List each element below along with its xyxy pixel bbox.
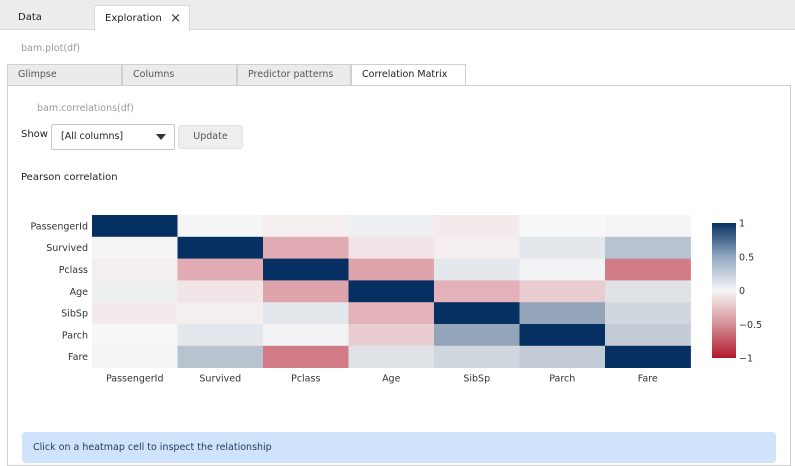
heatmap-cell-parch-survived[interactable] <box>177 324 264 347</box>
y-tick-label: Pclass <box>59 265 88 276</box>
heatmap-cell-survived-fare[interactable] <box>605 236 691 259</box>
top-tab-bar: Data Exploration × <box>0 0 795 31</box>
column-select[interactable]: [All columns] <box>51 124 175 150</box>
tab-exploration[interactable]: Exploration × <box>94 5 190 31</box>
heatmap-cell-sibsp-parch[interactable] <box>519 302 606 325</box>
tab-data-label: Data <box>18 12 42 23</box>
heatmap-cell-pclass-survived[interactable] <box>177 258 264 281</box>
heatmap-cell-pclass-pclass[interactable] <box>263 258 349 281</box>
tab-data[interactable]: Data <box>0 5 94 30</box>
heatmap-cell-parch-parch[interactable] <box>519 324 606 347</box>
plot-call-label: bam.plot(df) <box>21 43 81 54</box>
heatmap-cell-survived-age[interactable] <box>348 236 435 259</box>
heatmap-cell-pclass-parch[interactable] <box>519 258 606 281</box>
heatmap-cell-sibsp-fare[interactable] <box>605 302 691 325</box>
show-label: Show <box>21 129 48 140</box>
info-banner: Click on a heatmap cell to inspect the r… <box>22 432 776 463</box>
heatmap-cell-passengerid-passengerid[interactable] <box>92 215 178 238</box>
heatmap-cell-pclass-passengerid[interactable] <box>92 258 178 281</box>
tab-correlation-matrix[interactable]: Correlation Matrix <box>351 64 466 86</box>
correlations-call-label: bam.correlations(df) <box>37 103 134 114</box>
heatmap-cell-passengerid-parch[interactable] <box>519 215 606 238</box>
heatmap-cell-fare-age[interactable] <box>348 345 435 368</box>
y-tick-label: Fare <box>68 352 88 363</box>
heatmap-cell-survived-passengerid[interactable] <box>92 236 178 259</box>
colorbar-tick-label: 0.5 <box>739 252 754 263</box>
heatmap-cell-age-parch[interactable] <box>519 280 606 303</box>
x-tick-label: Parch <box>549 374 575 385</box>
heatmap-cell-sibsp-survived[interactable] <box>177 302 264 325</box>
heatmap-cell-age-pclass[interactable] <box>263 280 349 303</box>
heatmap-cell-fare-parch[interactable] <box>519 345 606 368</box>
y-tick-label: Survived <box>46 243 88 254</box>
x-tick-label: Survived <box>199 374 241 385</box>
x-tick-label: SibSp <box>463 374 490 385</box>
heatmap-cell-sibsp-sibsp[interactable] <box>434 302 520 325</box>
heatmap-cell-pclass-fare[interactable] <box>605 258 691 281</box>
colorbar <box>712 223 736 358</box>
heatmap-cell-survived-sibsp[interactable] <box>434 236 520 259</box>
heatmap-cell-parch-passengerid[interactable] <box>92 324 178 347</box>
heatmap-cell-survived-parch[interactable] <box>519 236 606 259</box>
heatmap-cell-parch-fare[interactable] <box>605 324 691 347</box>
heatmap-cell-fare-passengerid[interactable] <box>92 345 178 368</box>
y-tick-label: Parch <box>62 330 88 341</box>
heatmap-cell-age-sibsp[interactable] <box>434 280 520 303</box>
heatmap-cell-fare-sibsp[interactable] <box>434 345 520 368</box>
heatmap-title: Pearson correlation <box>21 172 118 183</box>
heatmap-cell-passengerid-fare[interactable] <box>605 215 691 238</box>
heatmap-cell-parch-sibsp[interactable] <box>434 324 520 347</box>
x-tick-label: Fare <box>638 374 658 385</box>
y-tick-label: PassengerId <box>30 221 88 232</box>
x-tick-label: Age <box>382 374 401 385</box>
heatmap-cell-parch-pclass[interactable] <box>263 324 349 347</box>
x-tick-label: PassengerId <box>106 374 164 385</box>
close-icon[interactable]: × <box>170 11 181 26</box>
heatmap-cell-age-fare[interactable] <box>605 280 691 303</box>
update-button[interactable]: Update <box>178 125 243 149</box>
tab-glimpse[interactable]: Glimpse <box>7 64 122 85</box>
x-tick-label: Pclass <box>291 374 320 385</box>
heatmap-cell-fare-pclass[interactable] <box>263 345 349 368</box>
heatmap-cell-passengerid-survived[interactable] <box>177 215 264 238</box>
colorbar-tick-label: 1 <box>739 219 745 230</box>
heatmap-cell-sibsp-age[interactable] <box>348 302 435 325</box>
heatmap-cell-age-age[interactable] <box>348 280 435 303</box>
colorbar-tick-label: 0 <box>739 286 745 297</box>
heatmap-cell-passengerid-age[interactable] <box>348 215 435 238</box>
heatmap-cell-survived-pclass[interactable] <box>263 236 349 259</box>
correlation-heatmap: PassengerId Survived Pclass Age SibSp Parch Fa… <box>30 215 762 385</box>
chevron-down-icon <box>156 134 166 140</box>
column-select-value: [All columns] <box>61 131 124 142</box>
heatmap-cell-fare-survived[interactable] <box>177 345 264 368</box>
tab-columns[interactable]: Columns <box>122 64 237 85</box>
heatmap-cell-sibsp-pclass[interactable] <box>263 302 349 325</box>
y-tick-label: SibSp <box>61 309 88 320</box>
tab-exploration-label: Exploration <box>105 13 162 24</box>
heatmap-cell-age-passengerid[interactable] <box>92 280 178 303</box>
heatmap-cell-age-survived[interactable] <box>177 280 264 303</box>
heatmap-cell-parch-age[interactable] <box>348 324 435 347</box>
tab-predictor-patterns[interactable]: Predictor patterns <box>237 64 351 85</box>
heatmap-cell-sibsp-passengerid[interactable] <box>92 302 178 325</box>
heatmap-cell-fare-fare[interactable] <box>605 345 691 368</box>
heatmap-cell-passengerid-pclass[interactable] <box>263 215 349 238</box>
heatmap-cell-pclass-sibsp[interactable] <box>434 258 520 281</box>
colorbar-tick-label: −0.5 <box>739 320 762 331</box>
y-tick-label: Age <box>70 287 89 298</box>
colorbar-tick-label: −1 <box>739 354 753 365</box>
heatmap-cell-survived-survived[interactable] <box>177 236 264 259</box>
heatmap-cell-passengerid-sibsp[interactable] <box>434 215 520 238</box>
heatmap-cell-pclass-age[interactable] <box>348 258 435 281</box>
